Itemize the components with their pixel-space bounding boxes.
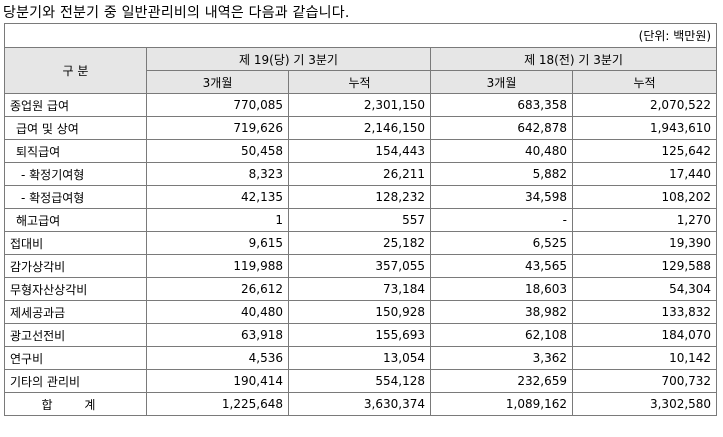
cell-value: 2,070,522 bbox=[571, 93, 718, 117]
row-label: 기타의 관리비 bbox=[4, 369, 147, 393]
table-row: 접대비 9,615 25,182 6,525 19,390 bbox=[4, 231, 718, 255]
cell-value: 54,304 bbox=[571, 277, 718, 301]
cell-value: 642,878 bbox=[430, 116, 573, 140]
cell-value: 1,270 bbox=[571, 208, 718, 232]
cell-value: 719,626 bbox=[146, 116, 289, 140]
cell-value: 2,301,150 bbox=[288, 93, 431, 117]
cell-value: 154,443 bbox=[288, 139, 431, 163]
table-row: 해고급여 1 557 - 1,270 bbox=[4, 208, 718, 232]
cell-value: 38,982 bbox=[430, 300, 573, 324]
header-category: 구 분 bbox=[4, 47, 147, 94]
cell-value: 3,362 bbox=[430, 346, 573, 370]
table-row: 연구비 4,536 13,054 3,362 10,142 bbox=[4, 346, 718, 370]
cell-value: 133,832 bbox=[571, 300, 718, 324]
row-label: 광고선전비 bbox=[4, 323, 147, 347]
cell-value: 150,928 bbox=[288, 300, 431, 324]
cell-value: 19,390 bbox=[571, 231, 718, 255]
cell-value: - bbox=[430, 208, 573, 232]
cell-value: 9,615 bbox=[146, 231, 289, 255]
cell-value: 18,603 bbox=[430, 277, 573, 301]
cell-value: 155,693 bbox=[288, 323, 431, 347]
cell-value: 108,202 bbox=[571, 185, 718, 209]
row-label: 종업원 급여 bbox=[4, 93, 147, 117]
table-row: 제세공과금 40,480 150,928 38,982 133,832 bbox=[4, 300, 718, 324]
cell-value: 232,659 bbox=[430, 369, 573, 393]
table-row: - 확정기여형 8,323 26,211 5,882 17,440 bbox=[4, 162, 718, 186]
cell-value: 34,598 bbox=[430, 185, 573, 209]
total-value: 3,302,580 bbox=[571, 392, 718, 416]
cell-value: 357,055 bbox=[288, 254, 431, 278]
row-label: 감가상각비 bbox=[4, 254, 147, 278]
cell-value: 4,536 bbox=[146, 346, 289, 370]
cell-value: 700,732 bbox=[571, 369, 718, 393]
cell-value: 5,882 bbox=[430, 162, 573, 186]
total-value: 1,089,162 bbox=[430, 392, 573, 416]
cell-value: 8,323 bbox=[146, 162, 289, 186]
header-current-period: 제 19(당) 기 3분기 bbox=[146, 47, 431, 71]
total-value: 1,225,648 bbox=[146, 392, 289, 416]
header-prior-three-months: 3개월 bbox=[430, 70, 573, 94]
cell-value: 26,211 bbox=[288, 162, 431, 186]
cell-value: 1,943,610 bbox=[571, 116, 718, 140]
table-row: 기타의 관리비 190,414 554,128 232,659 700,732 bbox=[4, 369, 718, 393]
row-label: 무형자산상각비 bbox=[4, 277, 147, 301]
cell-value: 40,480 bbox=[146, 300, 289, 324]
cell-value: 2,146,150 bbox=[288, 116, 431, 140]
table-row: 감가상각비 119,988 357,055 43,565 129,588 bbox=[4, 254, 718, 278]
cell-value: 6,525 bbox=[430, 231, 573, 255]
cell-value: 554,128 bbox=[288, 369, 431, 393]
header-current-cumulative: 누적 bbox=[288, 70, 431, 94]
header-prior-period: 제 18(전) 기 3분기 bbox=[429, 47, 718, 71]
unit-note: (단위: 백만원) bbox=[3, 23, 718, 48]
table-row: 무형자산상각비 26,612 73,184 18,603 54,304 bbox=[4, 277, 718, 301]
row-label: - 확정급여형 bbox=[4, 185, 147, 209]
cell-value: 40,480 bbox=[430, 139, 573, 163]
header-row-periods: 구 분 제 19(당) 기 3분기 제 18(전) 기 3분기 bbox=[4, 47, 718, 94]
row-label: 연구비 bbox=[4, 346, 147, 370]
row-label: 해고급여 bbox=[4, 208, 147, 232]
row-label: 급여 및 상여 bbox=[4, 116, 147, 140]
table-row: 종업원 급여 770,085 2,301,150 683,358 2,070,5… bbox=[4, 93, 718, 117]
cell-value: 26,612 bbox=[146, 277, 289, 301]
row-label: 퇴직급여 bbox=[4, 139, 147, 163]
cell-value: 73,184 bbox=[288, 277, 431, 301]
cell-value: 13,054 bbox=[288, 346, 431, 370]
cell-value: 17,440 bbox=[571, 162, 718, 186]
row-label: 접대비 bbox=[4, 231, 147, 255]
total-label: 합 계 bbox=[4, 392, 147, 416]
header-row-subcolumns: 3개월 누적 3개월 누적 bbox=[5, 70, 718, 94]
table-row: 퇴직급여 50,458 154,443 40,480 125,642 bbox=[4, 139, 718, 163]
cell-value: 1 bbox=[146, 208, 289, 232]
table-row: 급여 및 상여 719,626 2,146,150 642,878 1,943,… bbox=[4, 116, 718, 140]
page-heading: 당분기와 전분기 중 일반관리비의 내역은 다음과 같습니다. bbox=[3, 5, 350, 21]
cell-value: 43,565 bbox=[430, 254, 573, 278]
cell-value: 184,070 bbox=[571, 323, 718, 347]
row-label: 제세공과금 bbox=[4, 300, 147, 324]
table-row: 광고선전비 63,918 155,693 62,108 184,070 bbox=[4, 323, 718, 347]
cell-value: 683,358 bbox=[430, 93, 573, 117]
total-value: 3,630,374 bbox=[288, 392, 431, 416]
cell-value: 10,142 bbox=[571, 346, 718, 370]
general-admin-expenses-table: (단위: 백만원) 구 분 제 19(당) 기 3분기 제 18(전) 기 3분… bbox=[3, 23, 718, 416]
cell-value: 63,918 bbox=[146, 323, 289, 347]
table-row: - 확정급여형 42,135 128,232 34,598 108,202 bbox=[4, 185, 718, 209]
unit-row: (단위: 백만원) bbox=[3, 23, 718, 48]
cell-value: 119,988 bbox=[146, 254, 289, 278]
row-label: - 확정기여형 bbox=[4, 162, 147, 186]
cell-value: 129,588 bbox=[571, 254, 718, 278]
header-prior-cumulative: 누적 bbox=[571, 70, 718, 94]
cell-value: 125,642 bbox=[571, 139, 718, 163]
cell-value: 62,108 bbox=[430, 323, 573, 347]
cell-value: 50,458 bbox=[146, 139, 289, 163]
cell-value: 128,232 bbox=[288, 185, 431, 209]
cell-value: 557 bbox=[288, 208, 431, 232]
cell-value: 25,182 bbox=[288, 231, 431, 255]
cell-value: 770,085 bbox=[146, 93, 289, 117]
cell-value: 42,135 bbox=[146, 185, 289, 209]
total-row: 합 계 1,225,648 3,630,374 1,089,162 3,302,… bbox=[4, 392, 718, 416]
cell-value: 190,414 bbox=[146, 369, 289, 393]
header-current-three-months: 3개월 bbox=[146, 70, 289, 94]
